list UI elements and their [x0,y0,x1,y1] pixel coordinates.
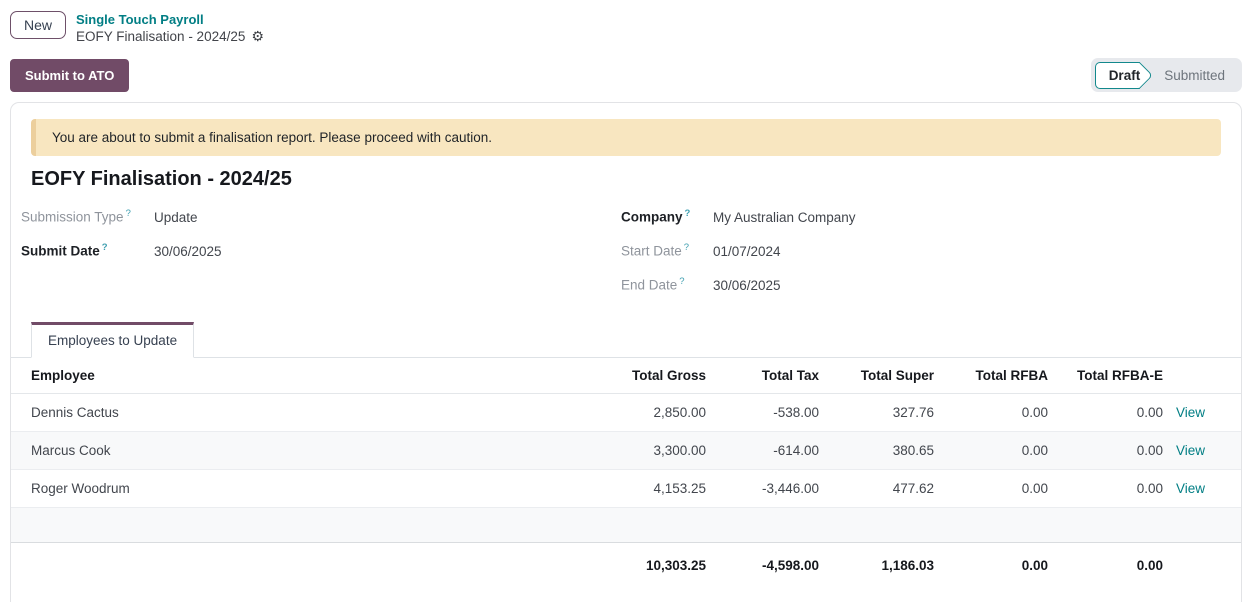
status-bar: Draft Submitted [1090,58,1242,92]
totals-rfba: 0.00 [934,542,1048,589]
total-tax-value: -614.00 [706,431,819,470]
status-stage-draft[interactable]: Draft [1094,61,1154,90]
start-date-label: Start Date? [621,242,690,259]
tab-employees-to-update[interactable]: Employees to Update [31,322,195,358]
submit-date-label: Submit Date? [21,242,108,259]
column-header-total-rfbae[interactable]: Total RFBA-E [1048,358,1163,394]
view-link[interactable]: View [1176,405,1206,420]
help-icon[interactable]: ? [679,276,685,287]
breadcrumb-bar: New Single Touch Payroll EOFY Finalisati… [0,0,1247,45]
field-company: Company? My Australian Company [621,208,1221,242]
column-header-employee[interactable]: Employee [11,358,588,394]
table-row[interactable]: Marcus Cook 3,300.00 -614.00 380.65 0.00… [11,431,1241,470]
settings-gear-icon[interactable]: ⚙ [251,28,264,44]
breadcrumb: Single Touch Payroll EOFY Finalisation -… [76,11,264,45]
end-date-label: End Date? [621,276,685,293]
totals-actions-spacer [1163,542,1241,589]
totals-super: 1,186.03 [819,542,934,589]
field-submit-date: Submit Date? 30/06/2025 [21,242,621,276]
start-date-value: 01/07/2024 [713,243,781,259]
field-column-left: Submission Type? Update Submit Date? 30/… [21,208,621,310]
column-header-actions [1163,358,1241,394]
employee-name[interactable]: Dennis Cactus [11,393,588,432]
field-grid: Submission Type? Update Submit Date? 30/… [21,208,1221,310]
total-gross-value: 3,300.00 [588,431,706,470]
status-stage-draft-label: Draft [1108,67,1141,83]
total-tax-value: -538.00 [706,393,819,432]
view-link[interactable]: View [1176,481,1206,496]
status-stage-submitted[interactable]: Submitted [1164,67,1225,83]
table-filler-row [11,507,1241,543]
field-submission-type: Submission Type? Update [21,208,621,242]
field-start-date: Start Date? 01/07/2024 [621,242,1221,276]
view-link[interactable]: View [1176,443,1206,458]
submission-type-value: Update [154,209,198,225]
total-rfba-value: 0.00 [934,469,1048,508]
employees-table: Employee Total Gross Total Tax Total Sup… [11,358,1241,589]
field-end-date: End Date? 30/06/2025 [621,276,1221,310]
table-row[interactable]: Dennis Cactus 2,850.00 -538.00 327.76 0.… [11,393,1241,432]
breadcrumb-current-label: EOFY Finalisation - 2024/25 [76,29,246,44]
total-gross-value: 2,850.00 [588,393,706,432]
field-column-right: Company? My Australian Company Start Dat… [621,208,1221,310]
help-icon[interactable]: ? [684,208,691,219]
total-tax-value: -3,446.00 [706,469,819,508]
action-bar: Submit to ATO Draft Submitted [0,58,1247,92]
submit-to-ato-button[interactable]: Submit to ATO [10,58,130,92]
help-icon[interactable]: ? [683,242,690,253]
table-header-row: Employee Total Gross Total Tax Total Sup… [11,358,1241,394]
submission-type-label: Submission Type? [21,208,131,225]
total-super-value: 380.65 [819,431,934,470]
employee-name[interactable]: Marcus Cook [11,431,588,470]
page-title: EOFY Finalisation - 2024/25 [31,168,292,190]
new-button[interactable]: New [10,11,67,39]
form-sheet: You are about to submit a finalisation r… [10,102,1242,602]
notebook-tabs: Employees to Update [11,322,1241,358]
column-header-total-super[interactable]: Total Super [819,358,934,394]
end-date-value: 30/06/2025 [713,277,781,293]
total-rfba-value: 0.00 [934,393,1048,432]
total-super-value: 327.76 [819,393,934,432]
company-label: Company? [621,208,691,225]
breadcrumb-current: EOFY Finalisation - 2024/25 ⚙ [76,28,264,45]
totals-rfbae: 0.00 [1048,542,1163,589]
totals-gross: 10,303.25 [588,542,706,589]
table-totals-row: 10,303.25 -4,598.00 1,186.03 0.00 0.00 [11,542,1241,589]
company-value[interactable]: My Australian Company [713,209,856,225]
column-header-total-gross[interactable]: Total Gross [588,358,706,394]
table-row[interactable]: Roger Woodrum 4,153.25 -3,446.00 477.62 … [11,469,1241,508]
total-rfbae-value: 0.00 [1048,469,1163,508]
help-icon[interactable]: ? [125,208,131,219]
total-rfbae-value: 0.00 [1048,431,1163,470]
total-rfba-value: 0.00 [934,431,1048,470]
totals-tax: -4,598.00 [706,542,819,589]
help-icon[interactable]: ? [101,242,108,253]
employee-name[interactable]: Roger Woodrum [11,469,588,508]
breadcrumb-parent-link[interactable]: Single Touch Payroll [76,12,204,27]
total-rfbae-value: 0.00 [1048,393,1163,432]
total-super-value: 477.62 [819,469,934,508]
column-header-total-tax[interactable]: Total Tax [706,358,819,394]
totals-spacer [11,542,588,589]
column-header-total-rfba[interactable]: Total RFBA [934,358,1048,394]
submit-date-value[interactable]: 30/06/2025 [154,243,222,259]
warning-banner: You are about to submit a finalisation r… [31,119,1221,156]
total-gross-value: 4,153.25 [588,469,706,508]
